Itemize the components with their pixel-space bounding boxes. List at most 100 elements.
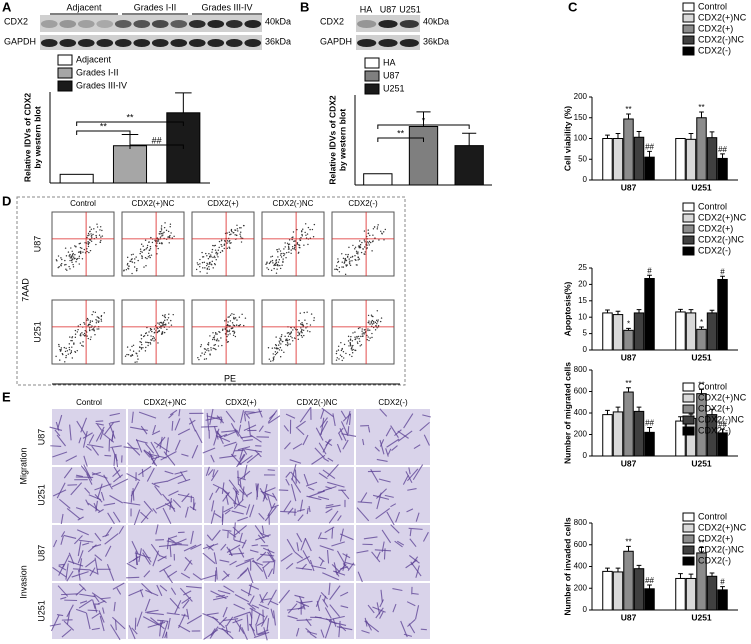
blot-band	[225, 20, 243, 28]
flow-dot	[153, 332, 155, 334]
cell	[232, 526, 241, 534]
flow-dot	[334, 268, 336, 271]
flow-dot	[64, 259, 66, 262]
cell	[91, 445, 99, 456]
flow-dot	[69, 336, 71, 338]
cell	[320, 629, 325, 638]
cell	[223, 490, 237, 505]
bar	[602, 414, 613, 457]
flow-dot	[309, 324, 312, 326]
cell	[256, 483, 259, 500]
cells	[52, 525, 125, 582]
cell	[249, 549, 259, 553]
cell	[342, 563, 350, 570]
flow-dot	[140, 243, 143, 245]
flow-dot	[88, 323, 91, 326]
cell	[292, 443, 303, 450]
flow-dot	[232, 324, 235, 326]
flow-dot	[241, 313, 243, 316]
micrograph-column-label: CDX2(+)NC	[144, 398, 187, 407]
flow-dot	[341, 359, 343, 362]
cell	[76, 608, 87, 614]
panel-letter: E	[2, 389, 11, 404]
flow-dot	[282, 260, 284, 263]
cell	[78, 558, 83, 573]
cell	[239, 410, 245, 424]
blot-row-label: CDX2	[320, 16, 344, 26]
flow-dot	[149, 247, 152, 250]
cell	[75, 587, 85, 596]
flow-dot	[211, 264, 213, 266]
flow-dot	[96, 226, 99, 228]
cell	[240, 588, 252, 596]
flow-dot	[84, 334, 86, 337]
cell	[397, 430, 409, 439]
flow-dot	[162, 234, 164, 236]
flow-dot	[377, 319, 379, 321]
flow-dot	[71, 357, 73, 359]
cell	[304, 538, 312, 552]
flow-dot	[148, 249, 150, 251]
flow-dot	[381, 233, 383, 235]
error-bar	[699, 546, 704, 553]
cell	[339, 533, 354, 541]
cell	[324, 621, 332, 639]
error-bar	[699, 326, 704, 330]
flow-dot	[207, 342, 210, 344]
cell	[249, 607, 265, 618]
flow-dot	[86, 335, 88, 337]
cell	[178, 624, 191, 633]
cell	[131, 627, 138, 635]
flow-dots	[55, 223, 104, 272]
cell	[58, 498, 71, 509]
error-bar	[678, 308, 683, 312]
flow-dot	[356, 337, 358, 339]
cell	[136, 611, 143, 627]
cell	[247, 602, 256, 611]
cell	[111, 478, 129, 488]
flow-dot	[236, 228, 239, 230]
flow-dot	[342, 257, 345, 260]
flow-dot	[227, 321, 229, 323]
flow-dot	[160, 327, 162, 329]
flow-dot	[354, 349, 357, 352]
flow-dot	[226, 232, 228, 234]
flow-dot	[338, 266, 341, 269]
y-tick-label: 0	[583, 605, 588, 614]
cell	[318, 556, 325, 563]
error-bar	[678, 573, 683, 579]
cell	[381, 529, 392, 544]
cell	[218, 616, 228, 626]
blot-band	[40, 20, 58, 28]
flow-dot	[208, 253, 210, 255]
flow-dot	[86, 317, 89, 320]
significance-label: ##	[645, 142, 654, 151]
cell	[326, 463, 339, 478]
legend-label: CDX2(-)NC	[698, 234, 744, 244]
significance-label: **	[126, 112, 134, 122]
flow-dot	[81, 247, 83, 249]
flow-dot	[348, 246, 350, 249]
cell	[76, 420, 87, 437]
micrograph	[52, 525, 126, 581]
flow-dot	[69, 259, 71, 262]
flow-dot	[205, 358, 208, 360]
cell	[126, 562, 137, 570]
flow-dot	[361, 333, 363, 335]
legend-swatch	[682, 13, 695, 23]
cell	[267, 568, 274, 578]
cell	[253, 631, 270, 639]
blot-band	[357, 39, 377, 47]
cell	[379, 439, 385, 455]
legend-swatch	[682, 556, 695, 566]
cell	[341, 489, 350, 500]
blot-size: 36kDa	[423, 36, 449, 46]
flow-dot	[304, 231, 306, 234]
cell	[62, 554, 70, 568]
panel-letter: C	[568, 0, 578, 14]
y-tick-label: 100	[574, 134, 588, 143]
cell	[103, 474, 113, 490]
flow-dot	[156, 240, 159, 242]
flow-dot	[366, 334, 368, 337]
